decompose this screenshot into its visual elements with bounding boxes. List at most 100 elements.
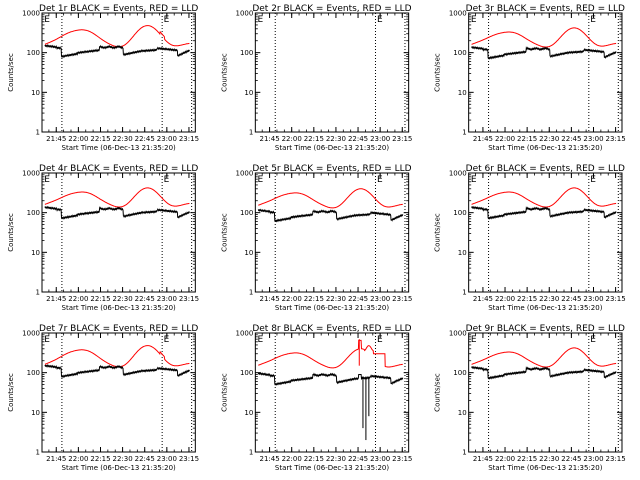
flag-label: E [164, 175, 170, 185]
x-tick-label: 23:00 [157, 135, 177, 143]
x-tick-label: 23:00 [583, 135, 603, 143]
y-tick-label: 10 [458, 249, 467, 257]
x-tick-label: 23:15 [606, 135, 626, 143]
flag-label: E [44, 175, 50, 185]
x-tick-label: 21:45 [473, 295, 493, 303]
x-tick-label: 23:00 [370, 295, 390, 303]
x-tick-label: 22:00 [282, 135, 302, 143]
x-tick-label: 22:15 [90, 295, 110, 303]
x-axis-label: Start Time (06-Dec-13 21:35:20) [275, 464, 389, 472]
chart-panel-5: Det 5r BLACK = Events, RED = LLD 1 10 100 10… [220, 164, 412, 312]
y-tick-label: 100 [240, 209, 253, 217]
y-tick-label: 1000 [22, 10, 40, 18]
series-lld-line [471, 187, 617, 208]
x-tick-label: 23:15 [392, 135, 412, 143]
series-lld-line [44, 187, 190, 208]
y-tick-label: 1 [249, 129, 253, 137]
chart-title: Det 2r BLACK = Events, RED = LLD [252, 4, 411, 14]
x-axis-label: Start Time (06-Dec-13 21:35:20) [275, 304, 389, 312]
axes-frame [41, 12, 196, 133]
y-tick-label: 1 [462, 129, 466, 137]
x-tick-label: 23:00 [157, 295, 177, 303]
x-axis-label: Start Time (06-Dec-13 21:35:20) [488, 464, 602, 472]
flag-label: E [44, 15, 50, 25]
y-tick-label: 10 [458, 409, 467, 417]
chart-title: Det 9r BLACK = Events, RED = LLD [466, 324, 625, 334]
flag-label: E [377, 335, 383, 345]
x-tick-label: 22:30 [113, 135, 133, 143]
y-axis-label: Counts/sec [7, 373, 15, 412]
y-tick-label: 10 [31, 249, 40, 257]
x-tick-label: 22:00 [495, 295, 515, 303]
y-axis-label: Counts/sec [220, 373, 228, 412]
x-tick-label: 22:45 [135, 135, 155, 143]
x-axis-label: Start Time (06-Dec-13 21:35:20) [488, 144, 602, 152]
series-lld-line [258, 339, 403, 369]
x-tick-label: 23:00 [583, 455, 603, 463]
y-tick-label: 1 [36, 129, 40, 137]
x-tick-label: 22:45 [561, 295, 581, 303]
x-tick-label: 22:15 [90, 455, 110, 463]
x-tick-label: 22:00 [68, 455, 88, 463]
x-tick-label: 23:15 [392, 295, 412, 303]
x-tick-label: 23:00 [370, 455, 390, 463]
x-tick-label: 22:30 [113, 295, 133, 303]
x-axis-label: Start Time (06-Dec-13 21:35:20) [62, 464, 176, 472]
flag-label: E [164, 15, 170, 25]
chart-title: Det 8r BLACK = Events, RED = LLD [252, 324, 411, 334]
y-tick-label: 100 [27, 369, 40, 377]
axes-frame [254, 332, 410, 453]
flag-label: E [471, 175, 477, 185]
y-tick-label: 1 [249, 449, 253, 457]
x-tick-label: 23:00 [370, 135, 390, 143]
x-tick-label: 22:45 [348, 135, 368, 143]
chart-panel-1: Det 1r BLACK = Events, RED = LLD 1 10 100 10… [7, 4, 199, 152]
flag-label: E [590, 335, 596, 345]
y-tick-label: 1000 [22, 170, 40, 178]
y-tick-label: 1000 [449, 170, 467, 178]
y-axis-label: Counts/sec [434, 53, 442, 92]
series-events-line [257, 208, 404, 223]
axes-frame [41, 332, 196, 453]
x-tick-label: 23:00 [157, 455, 177, 463]
flag-label: E [164, 335, 170, 345]
axes-frame [468, 172, 623, 293]
x-tick-label: 22:00 [282, 455, 302, 463]
y-tick-label: 1 [36, 289, 40, 297]
chart-panel-9: Det 9r BLACK = Events, RED = LLD 1 10 100 10… [434, 324, 626, 472]
chart-title: Det 5r BLACK = Events, RED = LLD [252, 164, 411, 174]
x-axis-label: Start Time (06-Dec-13 21:35:20) [275, 144, 389, 152]
y-tick-label: 1000 [449, 330, 467, 338]
y-axis-label: Counts/sec [220, 53, 228, 92]
axes-frame [254, 12, 410, 133]
x-tick-label: 22:45 [348, 455, 368, 463]
x-tick-label: 22:00 [495, 135, 515, 143]
x-tick-label: 22:15 [90, 135, 110, 143]
x-tick-label: 21:45 [259, 135, 279, 143]
series-events-line [44, 205, 190, 220]
y-tick-label: 1 [36, 449, 40, 457]
chart-panel-8: Det 8r BLACK = Events, RED = LLD 1 10 100 10… [220, 324, 412, 472]
y-tick-label: 10 [244, 249, 253, 257]
series-events-line [44, 363, 190, 379]
flag-label: E [377, 15, 383, 25]
x-tick-label: 22:30 [113, 455, 133, 463]
x-tick-label: 22:45 [135, 295, 155, 303]
y-axis-label: Counts/sec [434, 213, 442, 252]
x-tick-label: 23:15 [179, 455, 199, 463]
y-tick-label: 1 [462, 449, 466, 457]
x-tick-label: 21:45 [46, 135, 66, 143]
flag-label: E [471, 15, 477, 25]
x-tick-label: 22:15 [517, 135, 537, 143]
flag-label: E [258, 15, 264, 25]
chart-title: Det 6r BLACK = Events, RED = LLD [466, 164, 625, 174]
y-tick-label: 100 [453, 209, 466, 217]
x-axis-label: Start Time (06-Dec-13 21:35:20) [62, 304, 176, 312]
y-tick-label: 1 [249, 289, 253, 297]
series-lld-line [471, 347, 617, 368]
flag-label: E [471, 335, 477, 345]
y-tick-label: 100 [453, 49, 466, 57]
x-axis-label: Start Time (06-Dec-13 21:35:20) [488, 304, 602, 312]
chart-panel-4: Det 4r BLACK = Events, RED = LLD 1 10 100 10… [7, 164, 199, 312]
x-tick-label: 22:45 [561, 455, 581, 463]
